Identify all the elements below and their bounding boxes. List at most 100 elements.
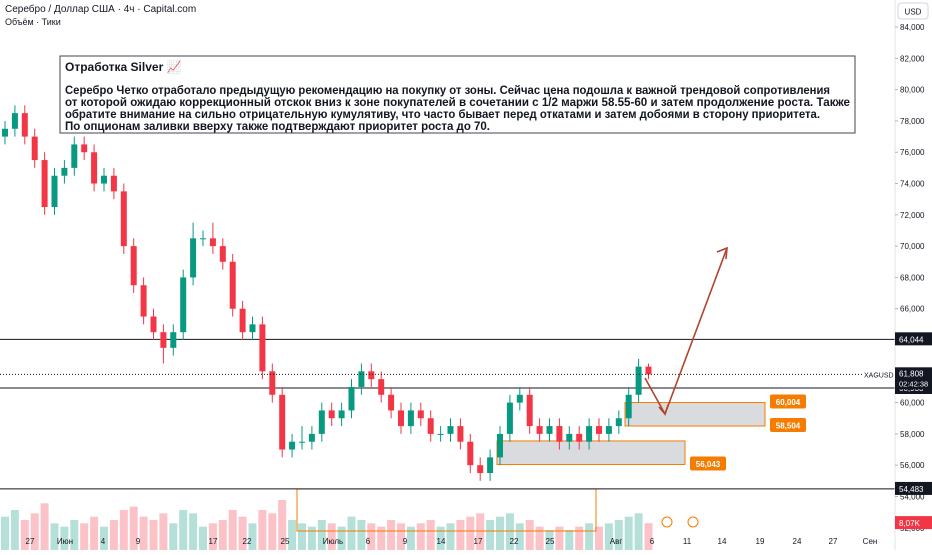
- candle-body: [101, 175, 107, 184]
- volume-bar: [327, 523, 336, 550]
- volume-bar: [307, 526, 316, 550]
- candle-body: [338, 410, 345, 419]
- candle-body: [11, 113, 18, 129]
- y-tick-label: 72,000: [900, 211, 925, 220]
- candle-body: [398, 410, 404, 427]
- level-label-bg: [895, 481, 932, 495]
- volume-bar: [278, 500, 287, 550]
- volume-bar: [60, 526, 69, 550]
- volume-bar: [169, 523, 178, 550]
- volume-bar: [604, 523, 613, 550]
- candle-body: [526, 394, 533, 427]
- zone-top-label: 60,004: [776, 398, 801, 407]
- y-tick-label: 60,000: [900, 399, 925, 408]
- candle-body: [150, 316, 157, 333]
- volume-bar: [298, 523, 306, 550]
- candle-body: [308, 433, 315, 442]
- x-tick-label: 25: [546, 537, 555, 546]
- level-label: 54,483: [899, 485, 924, 494]
- candle-body: [556, 426, 563, 442]
- volume-bar: [30, 513, 39, 550]
- volume-bar: [288, 520, 297, 550]
- note-title: Отработка Silver 📈: [65, 60, 182, 74]
- currency-box[interactable]: [897, 2, 929, 20]
- volume-label: 8,07K: [899, 519, 921, 528]
- chart-title: Серебро / Доллар США · 4ч · Capital.com: [5, 3, 196, 15]
- volume-layer: [1, 500, 653, 550]
- y-tick-label: 78,000: [900, 117, 925, 126]
- axis-layer: 84,000 82,000 80,000 78,000 76,000 74,000 72,0…: [26, 23, 932, 546]
- candle-body: [61, 167, 68, 176]
- volume-bar: [109, 520, 118, 550]
- volume-bar: [40, 503, 49, 550]
- volume-bar: [337, 526, 346, 550]
- volume-bar: [614, 520, 623, 550]
- candle-body: [417, 410, 424, 419]
- volume-label-bg: [895, 516, 932, 530]
- candle-body: [289, 441, 296, 450]
- candle-body: [51, 175, 58, 208]
- volume-bar: [644, 523, 653, 550]
- candle-body: [487, 457, 494, 474]
- note-line: от которой ожидаю коррекционный отскок в…: [65, 95, 850, 109]
- note-frame: [59, 55, 856, 134]
- x-tick-label: 27: [829, 537, 838, 546]
- x-tick-label: Авг: [610, 537, 623, 546]
- candle-body: [31, 136, 38, 161]
- chart-subtitle: Объём · Тики: [5, 17, 61, 27]
- volume-bar: [486, 520, 495, 550]
- candle-body: [467, 441, 474, 466]
- note-line: По опционам заливки вверху также подтвер…: [65, 119, 490, 133]
- candle-body: [279, 394, 286, 450]
- candle-body: [269, 371, 276, 395]
- volume-bar: [208, 523, 217, 550]
- candle-body: [596, 426, 602, 434]
- note-line: обратите внимание на сильно отрицательну…: [65, 107, 820, 121]
- volume-bar: [50, 523, 59, 550]
- y-tick-label: 54,000: [900, 492, 925, 501]
- candle-body: [2, 128, 8, 137]
- currency: USD: [905, 8, 922, 17]
- event-icon[interactable]: [661, 516, 673, 528]
- note-box: Отработка Silver 📈 Серебро Четко отработ…: [59, 55, 856, 134]
- candle-body: [576, 433, 583, 442]
- zone: [496, 440, 686, 466]
- volume-bar: [416, 523, 425, 550]
- volume-bar: [515, 523, 524, 550]
- candle-body: [190, 238, 197, 278]
- volume-bar: [218, 520, 227, 550]
- symbol-bg: [862, 368, 895, 381]
- candle-body: [378, 379, 385, 395]
- countdown: 02:42:38: [899, 379, 928, 388]
- volume-bar: [90, 516, 99, 550]
- volume-bar: [367, 523, 376, 550]
- volume-bar: [129, 506, 138, 550]
- y-tick-label: 82,000: [900, 54, 925, 63]
- volume-bar: [159, 513, 168, 550]
- candle-body: [71, 144, 78, 168]
- volume-bar: [179, 510, 188, 550]
- volume-bar: [10, 510, 19, 550]
- plot-layer: 60,004 58,504 56,043: [0, 105, 895, 490]
- zone-bottom-label: 56,043: [696, 460, 721, 469]
- y-tick-label: 58,000: [900, 430, 925, 439]
- last-price-bg: [895, 367, 932, 390]
- volume-bar: [317, 520, 326, 550]
- event-icon[interactable]: [687, 516, 699, 528]
- volume-bar: [545, 530, 554, 550]
- volume-bar: [456, 520, 465, 550]
- volume-bar: [555, 526, 564, 550]
- volume-bar: [119, 510, 128, 550]
- volume-bar: [595, 526, 603, 550]
- x-tick-label: Июль: [323, 537, 343, 546]
- volume-bar: [634, 513, 643, 550]
- volume-bar: [199, 526, 207, 550]
- zone: [624, 402, 766, 427]
- candle-body: [586, 426, 593, 442]
- volume-bar: [387, 520, 396, 550]
- arrow-head: [716, 246, 728, 260]
- volume-bar: [525, 520, 534, 550]
- x-tick-label: 14: [437, 537, 446, 546]
- volume-bar: [397, 523, 405, 550]
